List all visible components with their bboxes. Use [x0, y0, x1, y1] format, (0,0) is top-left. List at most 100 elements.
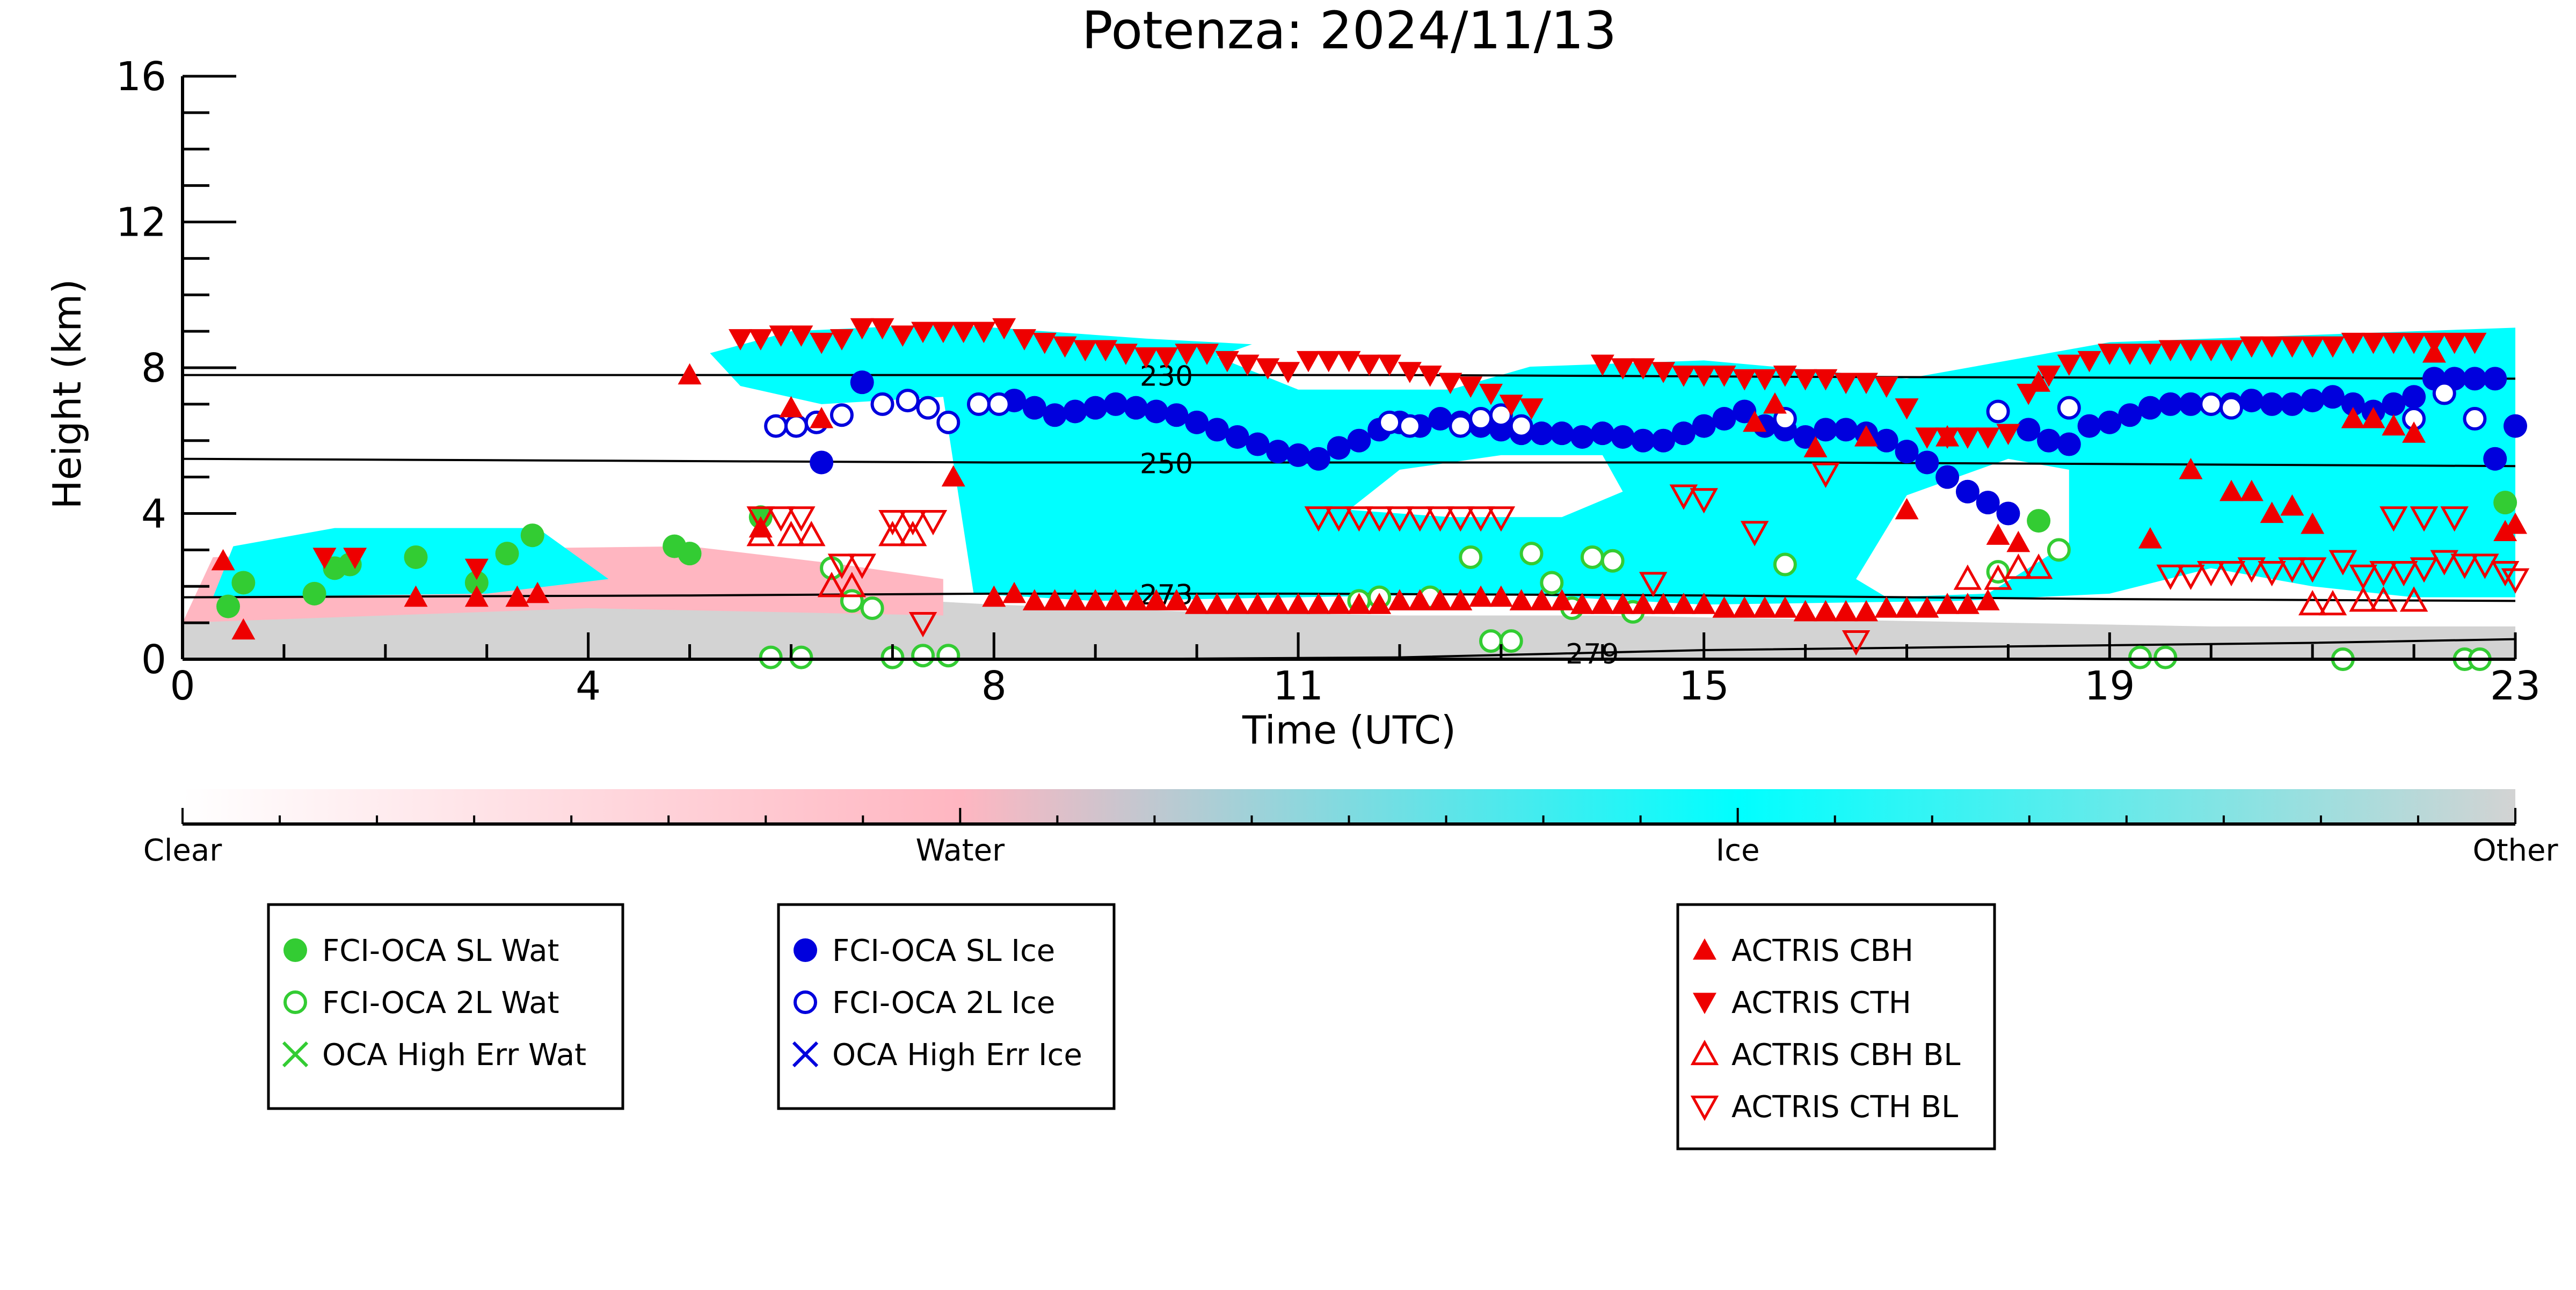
series-3-point-31 — [1590, 421, 1614, 446]
series-6-point-4 — [505, 585, 529, 607]
x-tick-label-0: 0 — [170, 663, 195, 709]
series-7-point-53 — [1793, 369, 1817, 391]
series-4-point-9 — [987, 392, 1011, 416]
series-6-point-20 — [1165, 589, 1189, 610]
series-3-point-58 — [2138, 396, 2162, 420]
series-7-point-75 — [2239, 336, 2264, 358]
series-8-point-15 — [2399, 586, 2428, 612]
series-3-point-56 — [2098, 410, 2122, 434]
series-9-point-20 — [1690, 488, 1718, 514]
series-6-point-51 — [1793, 600, 1817, 622]
series-6-point-6 — [678, 363, 702, 385]
series-7-point-45 — [1631, 358, 1655, 380]
series-3-point-51 — [1996, 501, 2020, 526]
series-9-point-19 — [1669, 484, 1698, 510]
series-7-point-72 — [2179, 340, 2203, 362]
series-7-point-8 — [829, 329, 854, 351]
series-1-point-3 — [759, 645, 783, 669]
series-8-point-8 — [1984, 564, 2012, 590]
series-7-point-19 — [1053, 336, 1077, 358]
legend-0-label-2: OCA High Err Wat — [322, 1038, 586, 1073]
series-3-point-3 — [1022, 396, 1046, 420]
series-9-point-18 — [1487, 506, 1516, 532]
series-7-point-56 — [1854, 373, 1878, 395]
series-3-point-36 — [1692, 414, 1716, 438]
series-6-point-15 — [1063, 589, 1087, 610]
series-6-point-60 — [1976, 589, 2000, 610]
series-1-point-17 — [1580, 545, 1604, 569]
series-6-point-83 — [2504, 512, 2527, 534]
series-7-point-51 — [1753, 369, 1777, 391]
series-7-point-13 — [931, 322, 955, 344]
series-6-point-27 — [1306, 593, 1330, 614]
series-3-point-23 — [1428, 407, 1452, 431]
series-7-point-26 — [1195, 344, 1219, 365]
series-8-point-5 — [817, 572, 846, 597]
series-7-point-57 — [1874, 376, 1898, 398]
series-9-point-39 — [2450, 553, 2479, 579]
series-7-point-3 — [729, 329, 753, 351]
series-7-point-32 — [1316, 351, 1341, 373]
x-axis-label: Time (UTC) — [1242, 708, 1456, 753]
series-3-point-49 — [1955, 479, 1980, 504]
series-7-point-33 — [1337, 351, 1361, 373]
series-7-point-43 — [1590, 354, 1614, 376]
series-7-point-27 — [1215, 351, 1239, 373]
legend-2-marker-0 — [1693, 938, 1716, 960]
series-7-point-40 — [1479, 383, 1503, 405]
series-4 — [764, 381, 2487, 438]
series-7-point-23 — [1134, 347, 1158, 369]
series-6-point-24 — [1246, 593, 1270, 614]
series-7-point-12 — [911, 322, 935, 344]
legend-2-marker-2 — [1690, 1039, 1719, 1066]
series-4-point-5 — [896, 389, 920, 413]
series-1-point-14 — [1519, 542, 1544, 566]
series-9-point-38 — [2430, 550, 2459, 575]
series-3-point-30 — [1570, 425, 1594, 449]
series-3-point-59 — [2158, 392, 2182, 416]
y-tick-label-8: 8 — [141, 345, 166, 391]
series-6-point-13 — [1022, 589, 1046, 610]
series-6-point-44 — [1651, 593, 1676, 614]
series-3-point-34 — [1651, 428, 1676, 453]
series-3-point-63 — [2239, 389, 2264, 413]
series-3-point-7 — [1104, 392, 1127, 416]
series-8 — [746, 521, 2428, 616]
series-9-point-28 — [2217, 561, 2246, 587]
series-7-point-34 — [1357, 354, 1381, 376]
legend-2-label-1: ACTRIS CTH — [1731, 986, 1911, 1021]
series-1-point-2 — [860, 596, 884, 620]
series-6-point-35 — [1469, 585, 1493, 607]
series-4-point-4 — [870, 392, 894, 416]
x-tick-label-19: 19 — [2084, 663, 2135, 709]
series-3-point-75 — [2483, 367, 2507, 391]
series-1-point-6 — [911, 644, 935, 668]
series-3-point-5 — [1063, 399, 1087, 424]
legend-2-label-2: ACTRIS CBH BL — [1731, 1038, 1960, 1073]
series-6-point-76 — [2301, 512, 2325, 534]
series-7-point-58 — [1895, 398, 1919, 420]
series-9-point-12 — [1365, 506, 1394, 532]
series-0 — [216, 491, 2517, 618]
series-9-point-1 — [767, 506, 795, 532]
series-1-point-4 — [789, 645, 813, 669]
series-6-point-37 — [1509, 589, 1533, 610]
series-6-point-53 — [1834, 600, 1858, 622]
series-6-point-45 — [1671, 593, 1695, 614]
series-6-point-50 — [1773, 596, 1797, 618]
series-6-point-33 — [1428, 589, 1452, 610]
isotherm-250-line — [182, 457, 2516, 468]
series-9-point-24 — [1842, 630, 1871, 656]
y-tick-label-16: 16 — [116, 54, 166, 100]
phase-colorbar-label-clear: Clear — [143, 833, 222, 868]
series-9-point-10 — [1325, 506, 1353, 532]
series-6-point-19 — [1144, 589, 1168, 610]
series-7-point-29 — [1256, 358, 1280, 380]
series-3-point-12 — [1205, 418, 1229, 442]
series-0-point-6 — [464, 571, 489, 595]
series-8-point-0 — [746, 521, 775, 546]
series-0-point-1 — [231, 571, 256, 595]
series-7-point-35 — [1378, 354, 1402, 376]
series-6-point-10 — [941, 465, 965, 487]
